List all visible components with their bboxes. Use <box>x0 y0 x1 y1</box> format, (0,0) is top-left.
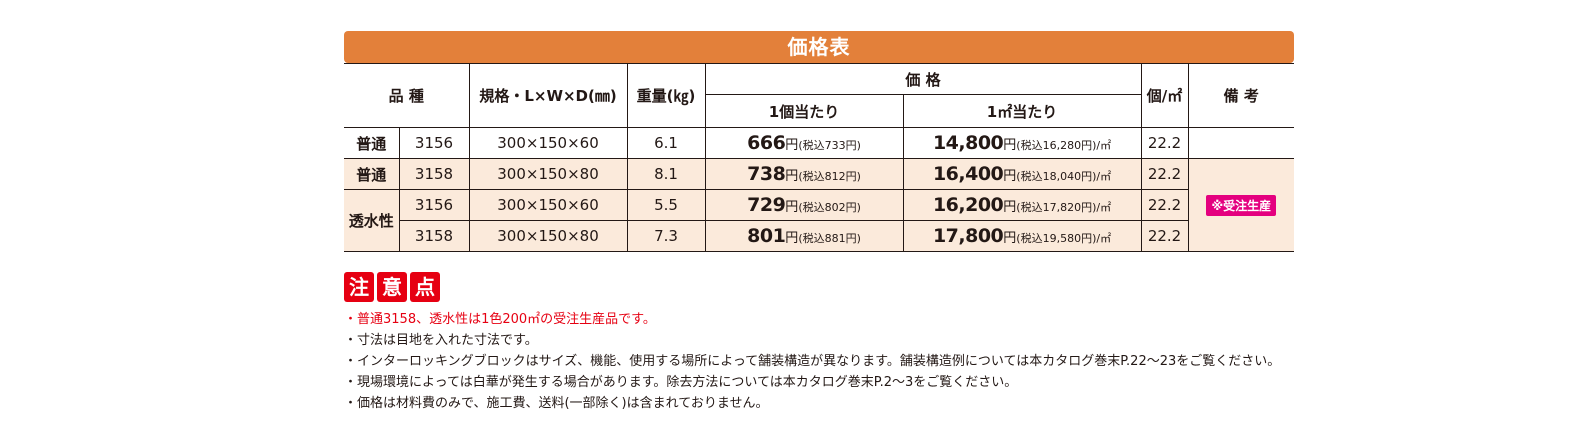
spec-cell: 300×150×60 <box>468 189 628 221</box>
unit-price-cell: 801円(税込881円) <box>704 220 904 252</box>
made-to-order-badge: ※受注生産 <box>1206 194 1277 216</box>
notes-heading-char: 意 <box>377 272 407 302</box>
kind-cell: 普通 <box>344 158 400 190</box>
sqm-tax: (税込17,820円)/㎡ <box>1016 201 1112 214</box>
unit-price: 729 <box>747 194 786 216</box>
yen-label: 円 <box>785 231 799 246</box>
spec-cell: 300×150×80 <box>468 220 628 252</box>
sqm-price: 14,800 <box>932 132 1004 154</box>
code-cell: 3156 <box>398 189 470 221</box>
code-cell: 3158 <box>399 220 470 252</box>
spec-cell: 300×150×80 <box>468 158 628 190</box>
sqm-tax: (税込19,580円)/㎡ <box>1016 232 1112 245</box>
unit-price: 738 <box>747 163 786 185</box>
table-row: 普通 3158 300×150×80 8.1 738円(税込812円) 16,4… <box>344 158 1295 252</box>
sqm-price-cell: 16,400円(税込18,040円)/㎡ <box>902 158 1142 190</box>
note-item: ・寸法は目地を入れた寸法です。 <box>344 333 538 348</box>
unit-price: 801 <box>747 225 786 247</box>
note-item: ・価格は材料費のみで、施工費、送料(一部除く)は含まれておりません。 <box>344 396 769 411</box>
table-row: 普通 3156 300×150×60 6.1 666円(税込733円) 14,8… <box>344 127 1295 159</box>
weight-cell: 7.3 <box>626 220 706 252</box>
unit-price-cell: 666円(税込733円) <box>704 127 904 159</box>
weight-cell: 5.5 <box>626 189 706 221</box>
sqm-price: 16,200 <box>932 194 1004 216</box>
header-price-unit: 1個当たり <box>705 94 904 128</box>
unit-price-cell: 738円(税込812円) <box>704 158 904 190</box>
notes-list: ・普通3158、透水性は1色200㎡の受注生産品です。 ・寸法は目地を入れた寸法… <box>344 309 1280 414</box>
kind-cell: 透水性 <box>344 189 400 252</box>
per-sqm-cell: 22.2 <box>1140 127 1189 159</box>
spec-cell: 300×150×60 <box>468 127 628 159</box>
per-sqm-cell: 22.2 <box>1140 220 1189 252</box>
yen-label: 円 <box>1003 231 1017 246</box>
weight-cell: 8.1 <box>626 158 706 190</box>
note-item: ・普通3158、透水性は1色200㎡の受注生産品です。 <box>344 312 656 327</box>
sqm-price-cell: 14,800円(税込16,280円)/㎡ <box>902 127 1142 159</box>
code-cell: 3156 <box>398 127 470 159</box>
unit-tax: (税込802円) <box>798 201 861 214</box>
header-kind: 品 種 <box>344 63 470 128</box>
note-item: ・現場環境によっては白華が発生する場合があります。除去方法については本カタログ巻… <box>344 375 1018 390</box>
kind-cell: 普通 <box>344 127 400 159</box>
sqm-tax: (税込16,280円)/㎡ <box>1016 139 1112 152</box>
yen-label: 円 <box>1003 169 1017 184</box>
sqm-tax: (税込18,040円)/㎡ <box>1016 170 1112 183</box>
yen-label: 円 <box>785 138 799 153</box>
price-table-title: 価格表 <box>344 31 1294 63</box>
header-weight: 重量(㎏) <box>626 63 706 128</box>
header-price: 価 格 <box>704 63 1142 95</box>
unit-tax: (税込733円) <box>798 139 861 152</box>
unit-tax: (税込881円) <box>798 232 861 245</box>
header-price-sqm: 1㎡当たり <box>902 94 1142 128</box>
notes-heading-char: 点 <box>410 272 440 302</box>
sqm-price: 17,800 <box>932 225 1004 247</box>
code-cell: 3158 <box>398 158 470 190</box>
sqm-price-cell: 16,200円(税込17,820円)/㎡ <box>902 189 1142 221</box>
weight-cell: 6.1 <box>626 127 706 159</box>
header-per-sqm: 個/㎡ <box>1140 63 1189 128</box>
unit-tax: (税込812円) <box>798 170 861 183</box>
header-spec: 規格・L×W×D(㎜) <box>468 63 628 128</box>
yen-label: 円 <box>785 200 799 215</box>
unit-price-cell: 729円(税込802円) <box>704 189 904 221</box>
yen-label: 円 <box>1003 138 1017 153</box>
notes-heading-char: 注 <box>344 272 374 302</box>
unit-price: 666 <box>747 132 786 154</box>
remarks-cell <box>1187 127 1295 159</box>
yen-label: 円 <box>1003 200 1017 215</box>
header-remarks: 備 考 <box>1187 63 1295 128</box>
per-sqm-cell: 22.2 <box>1140 158 1189 190</box>
table-row: 3158 300×150×80 7.3 801円(税込881円) 17,800円… <box>344 220 1294 252</box>
sqm-price-cell: 17,800円(税込19,580円)/㎡ <box>902 220 1142 252</box>
note-item: ・インターロッキングブロックはサイズ、機能、使用する場所によって舗装構造が異なり… <box>344 354 1281 369</box>
table-row: 透水性 3156 300×150×60 5.5 729円(税込802円) 16,… <box>344 189 1294 252</box>
notes-heading: 注 意 点 <box>344 272 440 302</box>
remarks-cell: ※受注生産 <box>1187 158 1295 252</box>
per-sqm-cell: 22.2 <box>1140 189 1189 221</box>
price-table: 品 種 規格・L×W×D(㎜) 重量(㎏) 価 格 個/㎡ 備 考 1個当たり … <box>344 63 1295 252</box>
yen-label: 円 <box>785 169 799 184</box>
sqm-price: 16,400 <box>932 163 1004 185</box>
